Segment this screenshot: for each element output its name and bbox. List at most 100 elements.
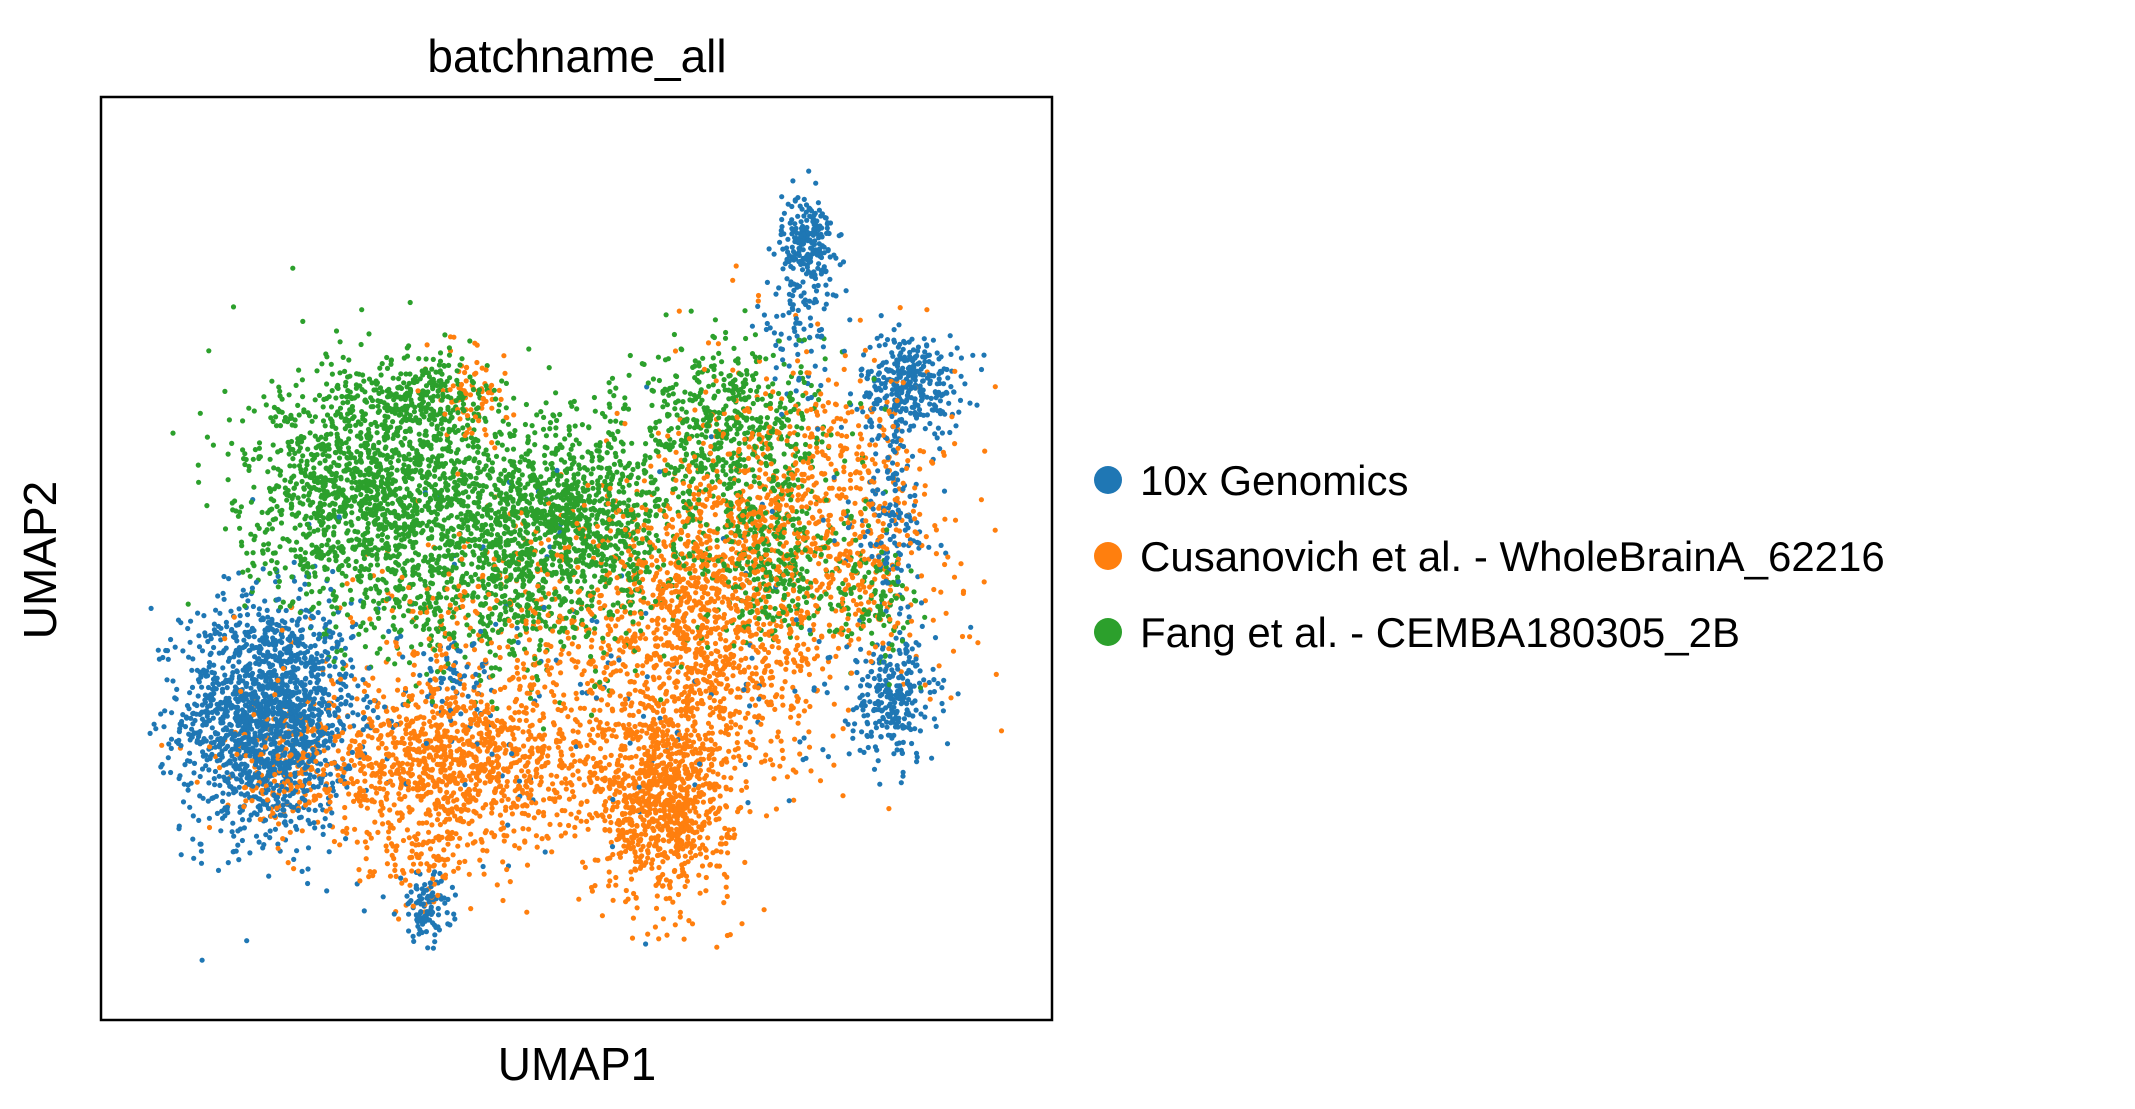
- scatter-point: [882, 652, 889, 659]
- scatter-point: [992, 527, 998, 533]
- scatter-point: [588, 471, 594, 477]
- scatter-point: [489, 440, 495, 446]
- scatter-point: [949, 414, 955, 420]
- scatter-point: [890, 353, 896, 359]
- scatter-point: [380, 821, 386, 827]
- scatter-point: [602, 754, 608, 761]
- scatter-point: [246, 817, 252, 823]
- scatter-point: [429, 366, 435, 372]
- scatter-point: [326, 849, 332, 855]
- scatter-point: [474, 359, 480, 366]
- scatter-point: [807, 703, 813, 710]
- scatter-point: [768, 682, 775, 688]
- scatter-point: [416, 431, 422, 437]
- scatter-point: [373, 760, 379, 766]
- scatter-point: [399, 735, 406, 741]
- scatter-point: [585, 449, 591, 455]
- scatter-point: [833, 530, 839, 536]
- scatter-point: [187, 804, 193, 810]
- scatter-point: [762, 758, 768, 764]
- scatter-point: [503, 405, 509, 411]
- scatter-point: [645, 380, 651, 386]
- scatter-point: [721, 481, 727, 487]
- scatter-point: [195, 610, 201, 616]
- scatter-point: [166, 741, 172, 747]
- scatter-point: [608, 752, 614, 759]
- scatter-point: [462, 654, 468, 660]
- scatter-point: [725, 850, 731, 856]
- scatter-point: [912, 726, 918, 732]
- scatter-point: [712, 317, 719, 323]
- scatter-point: [798, 364, 804, 370]
- scatter-point: [290, 265, 296, 271]
- scatter-point: [712, 640, 719, 647]
- scatter-point: [322, 816, 328, 822]
- scatter-point: [329, 645, 335, 651]
- scatter-point: [291, 463, 297, 469]
- scatter-point: [700, 440, 706, 446]
- scatter-point: [353, 558, 359, 565]
- scatter-point: [570, 728, 576, 734]
- scatter-point: [489, 405, 495, 411]
- scatter-point: [468, 906, 474, 912]
- scatter-point: [230, 507, 236, 513]
- scatter-point: [790, 249, 797, 255]
- scatter-point: [752, 332, 759, 338]
- scatter-point: [337, 405, 344, 411]
- scatter-point: [601, 670, 607, 676]
- scatter-point: [649, 617, 655, 623]
- scatter-point: [816, 261, 822, 267]
- scatter-point: [514, 670, 521, 676]
- scatter-point: [605, 496, 611, 503]
- scatter-point: [554, 773, 560, 779]
- scatter-point: [381, 694, 387, 700]
- scatter-point: [742, 463, 748, 469]
- scatter-point: [544, 466, 550, 472]
- scatter-point: [933, 551, 940, 557]
- scatter-point: [867, 344, 873, 350]
- scatter-point: [633, 536, 639, 542]
- scatter-point: [948, 695, 954, 701]
- scatter-point: [558, 670, 564, 676]
- scatter-point: [329, 371, 335, 377]
- scatter-point: [512, 843, 518, 849]
- scatter-point: [641, 817, 647, 823]
- scatter-point: [818, 382, 824, 389]
- scatter-point: [458, 511, 464, 517]
- scatter-point: [317, 802, 324, 808]
- scatter-point: [196, 817, 202, 824]
- scatter-point: [877, 781, 883, 787]
- scatter-point: [673, 400, 679, 406]
- scatter-point: [620, 448, 626, 454]
- scatter-point: [358, 341, 364, 348]
- scatter-point: [693, 485, 700, 491]
- scatter-point: [875, 758, 881, 764]
- scatter-point: [723, 638, 729, 644]
- scatter-point: [635, 512, 641, 518]
- scatter-point: [493, 453, 500, 459]
- scatter-point: [462, 858, 468, 865]
- scatter-point: [797, 751, 803, 757]
- scatter-point: [847, 317, 853, 323]
- scatter-point: [342, 645, 348, 651]
- scatter-point: [190, 836, 196, 842]
- scatter-point: [499, 378, 505, 384]
- scatter-point: [320, 404, 326, 410]
- scatter-point: [858, 511, 864, 517]
- scatter-point: [768, 669, 774, 675]
- scatter-point: [349, 596, 355, 603]
- scatter-point: [538, 637, 544, 644]
- scatter-point: [781, 451, 787, 457]
- scatter-point: [509, 646, 515, 652]
- scatter-point: [201, 613, 207, 619]
- scatter-point: [342, 804, 348, 811]
- scatter-point: [538, 520, 544, 527]
- scatter-point: [663, 877, 670, 883]
- scatter-point: [644, 659, 650, 665]
- scatter-point: [243, 592, 249, 598]
- scatter-point: [688, 732, 694, 738]
- scatter-point: [643, 832, 649, 838]
- scatter-point: [650, 376, 657, 382]
- scatter-point: [735, 523, 741, 530]
- scatter-point: [307, 679, 313, 686]
